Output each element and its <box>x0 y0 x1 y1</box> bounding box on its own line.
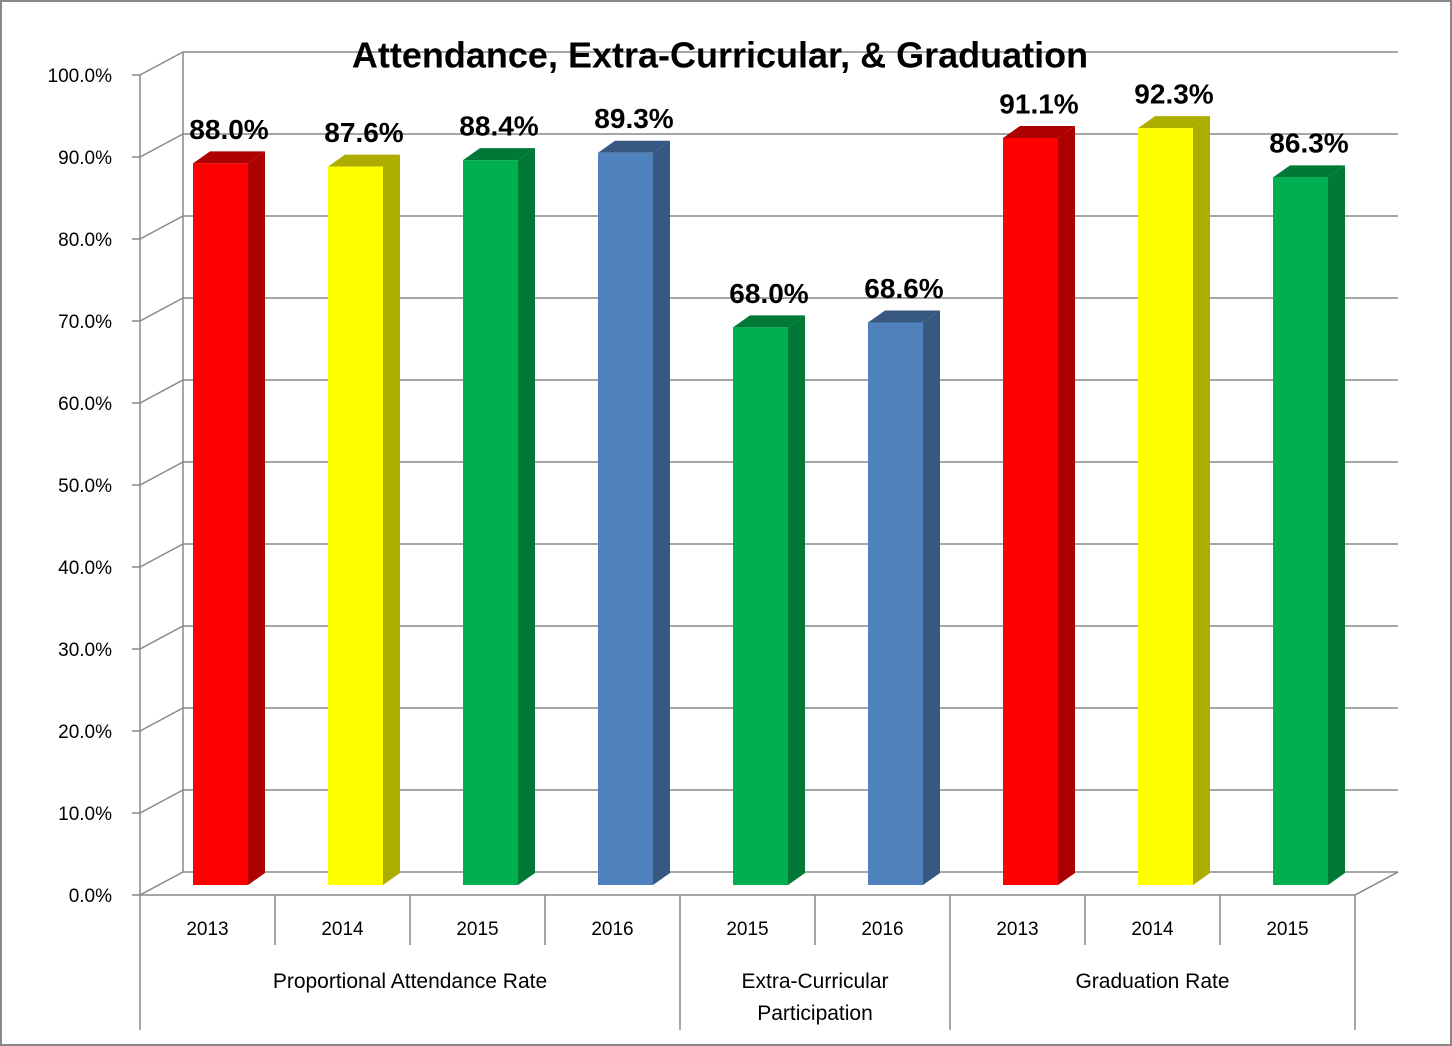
x-tick-label: 2014 <box>321 919 364 940</box>
x-tick-label: 2016 <box>861 919 903 940</box>
bar-side <box>383 154 400 885</box>
value-label: 86.3% <box>1269 128 1348 159</box>
bar-top <box>1138 116 1210 129</box>
y-tick-label: 60.0% <box>58 394 112 415</box>
value-label: 88.0% <box>189 114 268 145</box>
value-label: 92.3% <box>1134 79 1213 110</box>
x-tick-label: 2016 <box>591 919 633 940</box>
wall-line <box>139 379 184 404</box>
x-tick-label: 2013 <box>186 919 228 940</box>
value-label: 89.3% <box>594 103 673 134</box>
bar-top <box>1273 165 1345 178</box>
bar-top <box>463 148 535 161</box>
bar <box>328 166 383 885</box>
bar <box>463 160 518 885</box>
x-tick-label: 2013 <box>996 919 1038 940</box>
wall-line <box>139 871 184 896</box>
bar <box>1003 137 1058 886</box>
y-tick-label: 100.0% <box>48 66 113 87</box>
value-label: 68.0% <box>729 278 808 309</box>
bar-side <box>1193 116 1210 885</box>
bar-top <box>733 315 805 328</box>
bar-top <box>868 310 940 323</box>
bar <box>1273 177 1328 886</box>
y-tick-label: 30.0% <box>58 640 112 661</box>
value-label: 91.1% <box>999 88 1078 119</box>
bar-side <box>518 148 535 885</box>
wall-line <box>139 707 184 732</box>
y-tick-label: 10.0% <box>58 804 112 825</box>
y-tick-label: 70.0% <box>58 312 112 333</box>
bar-side <box>248 151 265 885</box>
wall-line <box>139 51 184 76</box>
bar-top <box>193 151 265 164</box>
group-label: Proportional Attendance Rate <box>272 970 548 993</box>
x-tick-label: 2014 <box>1131 919 1174 940</box>
bar <box>598 152 653 886</box>
bar-side <box>1328 165 1345 886</box>
bar-side <box>788 315 805 885</box>
wall-line <box>139 625 184 650</box>
bar-top <box>598 140 670 153</box>
wall-line <box>139 789 184 814</box>
bar <box>868 322 923 886</box>
bar-side <box>1058 125 1075 886</box>
y-tick-label: 80.0% <box>58 230 112 251</box>
y-tick-label: 50.0% <box>58 476 112 497</box>
bar-side <box>923 310 940 886</box>
group-label: Graduation Rate <box>1075 970 1230 993</box>
chart-title: Attendance, Extra-Curricular, & Graduati… <box>352 35 1088 76</box>
y-tick-label: 20.0% <box>58 722 112 743</box>
bar <box>1138 128 1193 885</box>
wall-line <box>139 297 184 322</box>
bar <box>733 327 788 885</box>
wall-line <box>139 543 184 568</box>
value-label: 68.6% <box>864 273 943 304</box>
y-tick-label: 90.0% <box>58 148 112 169</box>
bar <box>193 163 248 885</box>
group-label: Extra-Curricular Participation <box>741 970 889 1025</box>
bar-side <box>653 140 670 886</box>
wall-line <box>139 215 184 240</box>
bar-top <box>328 154 400 167</box>
x-tick-label: 2015 <box>456 919 498 940</box>
wall-line <box>139 133 184 158</box>
bar-top <box>1003 125 1075 138</box>
value-label: 88.4% <box>459 111 538 142</box>
value-label: 87.6% <box>324 117 403 148</box>
y-tick-label: 40.0% <box>58 558 112 579</box>
floor-right <box>1354 871 1399 896</box>
x-tick-label: 2015 <box>726 919 768 940</box>
wall-line <box>139 461 184 486</box>
y-tick-label: 0.0% <box>69 886 112 907</box>
x-tick-label: 2015 <box>1266 919 1308 940</box>
